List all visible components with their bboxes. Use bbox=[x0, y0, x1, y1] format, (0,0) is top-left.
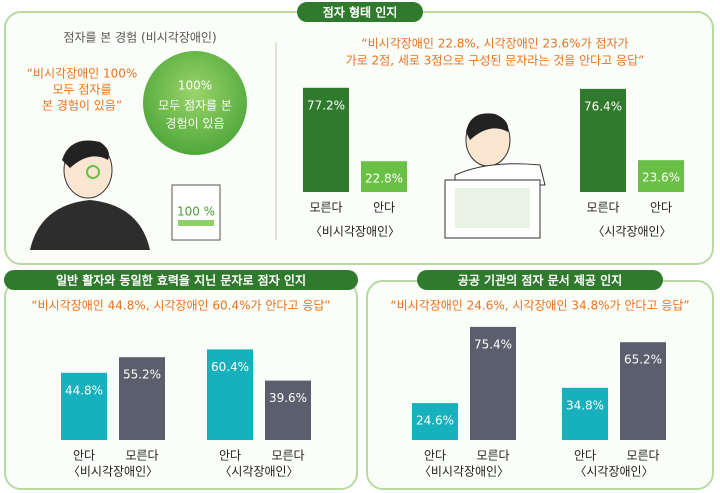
category-label: 모른다 bbox=[309, 201, 342, 215]
chart-title: 일반 활자와 동일한 효력을 지닌 문자로 점자 인지 bbox=[56, 273, 306, 288]
bar bbox=[119, 357, 165, 440]
person-illustration bbox=[30, 140, 150, 250]
title-pill bbox=[297, 2, 423, 22]
subtitle: “비시각장애인 22.8%, 시각장애인 23.6%가 점자가 bbox=[361, 37, 628, 51]
value-label: 39.6% bbox=[269, 391, 307, 405]
group-label: 〈시각장애인〉 bbox=[574, 465, 653, 479]
intro-quote: 모두 점자를 bbox=[52, 83, 111, 97]
value-label: 24.6% bbox=[416, 414, 454, 428]
paper-icon: 100 % bbox=[171, 184, 221, 241]
bubble-text: 100% bbox=[178, 79, 212, 93]
bar bbox=[580, 88, 626, 192]
category-label: 모른다 bbox=[125, 449, 158, 463]
value-label: 75.4% bbox=[474, 337, 512, 351]
intro-quote: 본 경험이 있음” bbox=[42, 99, 122, 113]
title-pill bbox=[4, 270, 358, 290]
subtitle: “비시각장애인 24.6%, 시각장애인 34.8%가 안다고 응답” bbox=[390, 299, 689, 313]
value-label: 44.8% bbox=[65, 383, 103, 397]
category-label: 안다 bbox=[373, 201, 395, 215]
bar bbox=[470, 326, 516, 440]
paper-text: 100 % bbox=[177, 205, 215, 219]
intro-quote: “비시각장애인 100% bbox=[27, 67, 138, 81]
value-label: 23.6% bbox=[642, 171, 680, 185]
category-label: 모른다 bbox=[271, 449, 304, 463]
bar bbox=[61, 372, 107, 440]
category-label: 모른다 bbox=[586, 201, 619, 215]
bar bbox=[562, 387, 608, 440]
group-label: 〈비시각장애인〉 bbox=[310, 225, 400, 239]
chart-title: 공공 기관의 점자 문서 제공 인지 bbox=[458, 273, 622, 288]
bar bbox=[620, 342, 666, 440]
category-label: 모른다 bbox=[476, 449, 509, 463]
bubble bbox=[143, 51, 247, 155]
bar bbox=[265, 380, 311, 440]
category-label: 모른다 bbox=[626, 449, 659, 463]
value-label: 34.8% bbox=[566, 398, 604, 412]
group-label: 〈비시각장애인〉 bbox=[68, 465, 158, 479]
category-label: 안다 bbox=[650, 201, 672, 215]
bar bbox=[207, 349, 253, 440]
group-label: 〈시각장애인〉 bbox=[592, 225, 671, 239]
bar bbox=[638, 160, 684, 192]
bar bbox=[361, 161, 407, 192]
group-label: 〈시각장애인〉 bbox=[219, 465, 298, 479]
value-label: 60.4% bbox=[211, 360, 249, 374]
value-label: 77.2% bbox=[307, 98, 345, 112]
intro-title: 점자를 본 경험 (비시각장애인) bbox=[63, 31, 216, 45]
value-label: 55.2% bbox=[123, 368, 161, 382]
value-label: 65.2% bbox=[624, 353, 662, 367]
category-label: 안다 bbox=[219, 449, 241, 463]
title-pill bbox=[417, 270, 663, 290]
person-illustration bbox=[444, 113, 546, 239]
bubble-text: 경험이 있음 bbox=[165, 117, 224, 131]
value-label: 76.4% bbox=[584, 99, 622, 113]
category-label: 안다 bbox=[424, 449, 446, 463]
category-label: 안다 bbox=[73, 449, 95, 463]
bar bbox=[412, 403, 458, 440]
category-label: 안다 bbox=[574, 449, 596, 463]
group-label: 〈비시각장애인〉 bbox=[419, 465, 509, 479]
value-label: 22.8% bbox=[365, 172, 403, 186]
subtitle: 가로 2점, 세로 3점으로 구성된 문자라는 것을 안다고 응답” bbox=[346, 54, 645, 68]
subtitle: “비시각장애인 44.8%, 시각장애인 60.4%가 안다고 응답” bbox=[31, 299, 330, 313]
bubble-text: 모두 점자를 본 bbox=[158, 99, 232, 113]
chart-title: 점자 형태 인지 bbox=[323, 5, 398, 20]
bar bbox=[303, 87, 349, 192]
